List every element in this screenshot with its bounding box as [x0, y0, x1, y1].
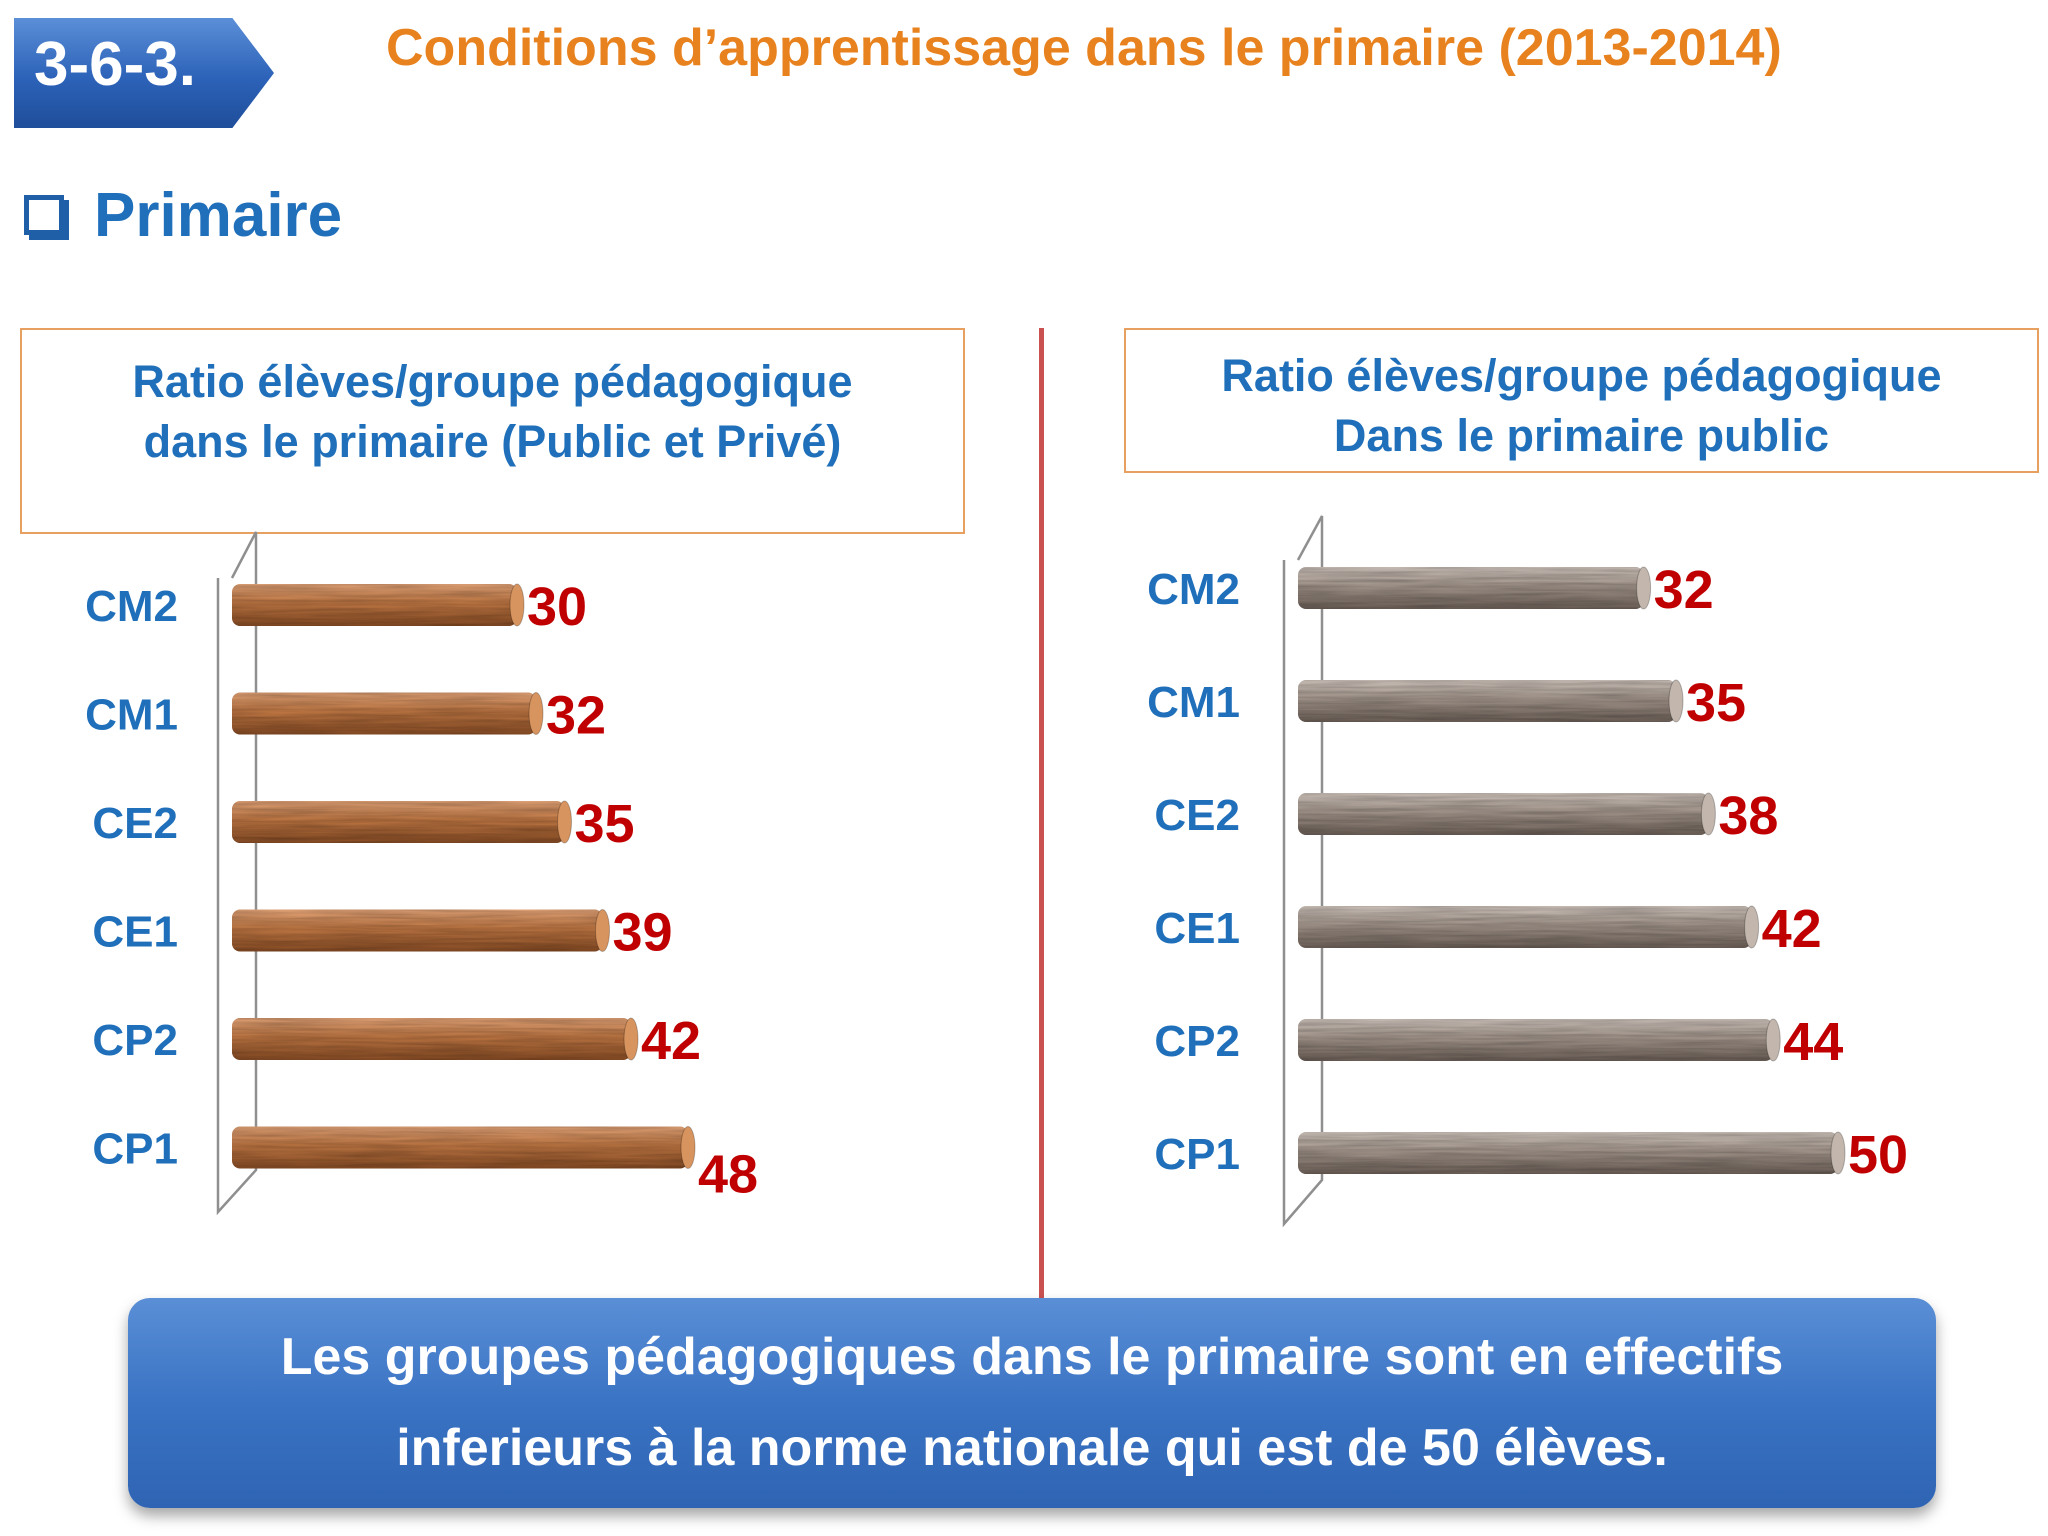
summary-line-2: inferieurs à la norme nationale qui est … — [396, 1419, 1668, 1477]
bar-body — [1298, 680, 1676, 722]
section-title: Primaire — [94, 180, 343, 250]
bar — [232, 1126, 696, 1169]
left-chart-title-line-1: Ratio élèves/groupe pédagogique — [132, 356, 853, 407]
section-number: 3-6-3. — [34, 30, 196, 99]
checkbox-bullet-icon — [24, 195, 64, 235]
bar-body — [232, 1018, 631, 1060]
bar-body — [1298, 1019, 1774, 1061]
value-label: 35 — [1686, 673, 1746, 733]
value-label: 42 — [641, 1011, 701, 1071]
bar-body — [1298, 906, 1752, 948]
bar — [1298, 905, 1760, 949]
value-label: 44 — [1783, 1012, 1843, 1072]
category-label: CM2 — [85, 582, 178, 631]
bar — [232, 1017, 639, 1061]
bar-body — [232, 1126, 688, 1169]
right-chart-title-box: Ratio élèves/groupe pédagogique Dans le … — [1124, 328, 2039, 473]
axis-frame — [216, 531, 258, 1216]
right-chart-title-line-2: Dans le primaire public — [1333, 410, 1830, 461]
bar — [232, 692, 544, 735]
category-label: CM2 — [1147, 565, 1240, 614]
right-chart-title-line-1: Ratio élèves/groupe pédagogique — [1221, 350, 1942, 401]
bar-end-cap — [1744, 905, 1760, 949]
bar-end-cap — [557, 800, 572, 844]
bar-end-cap — [1830, 1131, 1846, 1175]
value-label: 35 — [575, 794, 635, 854]
value-label: 30 — [527, 577, 587, 637]
bar-end-cap — [1700, 792, 1716, 836]
page-title: Conditions d’apprentissage dans le prima… — [386, 19, 1782, 77]
category-label: CM1 — [1147, 678, 1240, 727]
left-chart-title-line-2: dans le primaire (Public et Privé) — [143, 416, 842, 467]
value-label: 39 — [613, 903, 673, 963]
value-label: 50 — [1848, 1125, 1908, 1185]
bar — [1298, 1131, 1846, 1175]
bar — [1298, 1018, 1781, 1062]
section-heading: Primaire — [24, 180, 342, 250]
category-label: CE1 — [92, 908, 178, 957]
vertical-divider — [1039, 328, 1044, 1298]
bar-body — [1298, 793, 1709, 835]
bar-end-cap — [680, 1126, 696, 1169]
bar-body — [232, 584, 517, 626]
bar — [232, 909, 610, 952]
category-label: CP2 — [1154, 1017, 1240, 1066]
bar-body — [1298, 567, 1644, 609]
category-label: CP2 — [92, 1016, 178, 1065]
bar-end-cap — [509, 583, 525, 627]
bar-end-cap — [623, 1017, 639, 1061]
bar-end-cap — [595, 909, 610, 952]
bar-body — [1298, 1132, 1838, 1174]
bar-end-cap — [528, 692, 544, 735]
bar — [232, 800, 572, 844]
left-chart: CM2 30 CM1 32 CE2 35 CE1 39 CP2 42 CP1 48 — [85, 531, 758, 1216]
bar-end-cap — [1668, 679, 1684, 723]
value-label: 32 — [1654, 560, 1714, 620]
bar-end-cap — [1636, 566, 1652, 610]
summary-callout: Les groupes pédagogiques dans le primair… — [128, 1298, 1936, 1508]
bar-end-cap — [1765, 1018, 1781, 1062]
value-label: 42 — [1762, 899, 1822, 959]
value-label: 38 — [1718, 786, 1778, 846]
right-chart: CM2 32 CM1 35 CE2 38 CE1 42 CP2 44 CP1 50 — [1147, 515, 1908, 1228]
bar — [1298, 679, 1684, 723]
bar-charts: CM2 30 CM1 32 CE2 35 CE1 39 CP2 42 CP1 48 CM2 32 CM1 3… — [85, 515, 1908, 1228]
bar — [1298, 566, 1652, 610]
section-number-badge — [14, 18, 274, 128]
value-label: 32 — [546, 686, 606, 746]
value-label: 48 — [698, 1145, 758, 1205]
category-label: CP1 — [92, 1125, 178, 1174]
axis-frame — [1282, 515, 1324, 1228]
category-label: CE1 — [1154, 904, 1240, 953]
category-label: CM1 — [85, 691, 178, 740]
category-label: CP1 — [1154, 1130, 1240, 1179]
category-label: CE2 — [92, 799, 178, 848]
bar-body — [232, 801, 565, 843]
bar — [1298, 792, 1716, 836]
summary-line-1: Les groupes pédagogiques dans le primair… — [280, 1328, 1784, 1387]
left-chart-title-box: Ratio élèves/groupe pédagogique dans le … — [20, 328, 965, 534]
bar — [232, 583, 525, 627]
bar-body — [232, 909, 603, 952]
bar-body — [232, 692, 536, 735]
category-label: CE2 — [1154, 791, 1240, 840]
